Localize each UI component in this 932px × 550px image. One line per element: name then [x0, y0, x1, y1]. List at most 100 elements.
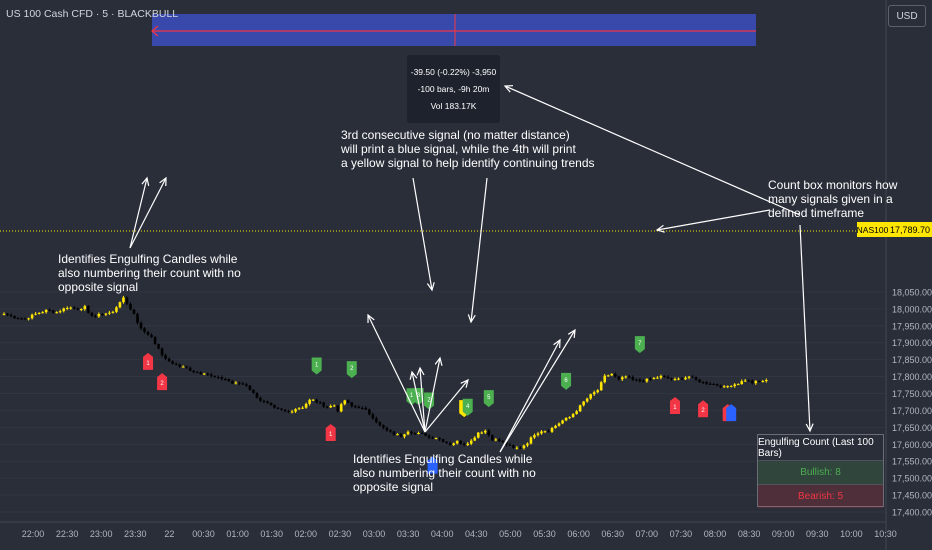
bull-candle — [620, 377, 624, 380]
bull-candle — [645, 378, 649, 382]
measure-tooltip: -39.50 (-0.22%) -3,950 -100 bars, -9h 20… — [407, 55, 500, 123]
bear-candle — [94, 316, 97, 318]
bear-candle — [631, 377, 635, 380]
arrowhead-icon — [434, 356, 443, 366]
price-tick-label: 17,750.00 — [892, 389, 932, 399]
bear-candle — [185, 366, 188, 368]
annotation-line: many signals given in a — [768, 192, 893, 206]
signal-count-label: 5 — [487, 395, 491, 401]
bull-candle — [533, 435, 536, 438]
bull-candle — [743, 380, 747, 382]
bear-candle — [445, 441, 448, 443]
bear-candle — [389, 430, 392, 432]
bull-candle — [729, 386, 733, 388]
signals: 121121234567123 — [143, 336, 737, 474]
arrowhead-icon — [567, 328, 576, 339]
currency-button[interactable]: USD — [888, 5, 926, 27]
bear-candle — [6, 313, 9, 316]
time-tick-label: 01:00 — [226, 529, 249, 539]
bull-candle — [550, 427, 554, 432]
bear-candle — [378, 422, 382, 426]
bear-candle — [220, 377, 224, 380]
bull-candle — [97, 314, 101, 317]
time-tick-label: 01:30 — [260, 529, 283, 539]
price-tick-label: 17,950.00 — [892, 321, 932, 331]
bull-candle — [329, 405, 333, 408]
bull-candle — [417, 432, 420, 434]
bull-candle — [311, 399, 315, 401]
annotation-arrows — [129, 85, 814, 453]
time-tick-label: 07:30 — [670, 529, 693, 539]
price-tick-label: 17,600.00 — [892, 440, 932, 450]
bear-candle — [420, 432, 424, 434]
price-axis[interactable] — [886, 0, 932, 550]
annotation-top-left: Identifies Engulfing Candles while also … — [58, 252, 241, 294]
bear-candle — [318, 402, 322, 404]
price-tick-label: 17,850.00 — [892, 355, 932, 365]
bull-candle — [301, 407, 304, 409]
bear-candle — [431, 437, 434, 439]
bull-candle — [733, 384, 737, 387]
bear-candle — [76, 308, 80, 310]
time-tick-label: 05:30 — [533, 529, 556, 539]
bull-candle — [603, 375, 607, 383]
time-tick-label: 08:00 — [704, 529, 727, 539]
measure-bars: -100 bars, -9h 20m — [417, 84, 490, 94]
time-tick-label: 09:30 — [806, 529, 829, 539]
bull-candle — [765, 380, 768, 382]
time-tick-label: 06:30 — [601, 529, 624, 539]
bull-candle — [659, 375, 663, 378]
bull-candle — [684, 377, 687, 380]
bear-candle — [245, 384, 248, 386]
bear-candle — [72, 307, 76, 309]
bear-candle — [701, 382, 705, 384]
bull-candle — [297, 408, 301, 410]
time-tick-label: 02:30 — [329, 529, 352, 539]
annotation-arrow — [504, 85, 801, 216]
bull-candle — [469, 440, 473, 444]
bear-candle — [51, 310, 55, 313]
bear-candle — [501, 441, 505, 443]
bear-candle — [413, 433, 417, 435]
time-tick-label: 02:00 — [295, 529, 318, 539]
signal-count-label: 1 — [315, 363, 319, 369]
bear-candle — [747, 380, 751, 382]
annotation-right: Count box monitors how many signals give… — [768, 178, 897, 220]
signal-count-label: 1 — [410, 393, 414, 399]
bull-candle — [396, 434, 399, 436]
bear-candle — [505, 442, 508, 445]
bear-candle — [87, 306, 90, 313]
bear-candle — [368, 409, 371, 415]
annotation-bottom: Identifies Engulfing Candles while also … — [353, 452, 536, 494]
bear-candle — [399, 434, 403, 437]
price-axis-ticks: 17,400.00 17,450.00 17,500.00 17,550.00 17,6… — [892, 287, 932, 517]
bull-candle — [480, 432, 484, 434]
bull-candle — [529, 437, 533, 444]
bear-candle — [613, 373, 617, 377]
count-bearish: Bearish: 5 — [758, 485, 883, 508]
bear-candle — [143, 328, 146, 332]
signal-count-label: 3 — [417, 393, 421, 399]
bear-candle — [238, 382, 241, 384]
bullish-signal — [483, 390, 494, 408]
bear-candle — [715, 384, 719, 386]
arrowhead-icon — [460, 378, 469, 388]
bear-candle — [150, 334, 153, 337]
bear-candle — [178, 364, 181, 367]
bear-candle — [213, 376, 217, 378]
measure-range-box[interactable] — [152, 14, 756, 46]
candles[interactable] — [2, 295, 768, 450]
bull-candle — [652, 377, 656, 379]
bear-candle — [199, 372, 203, 375]
bull-candle — [406, 431, 410, 435]
annotation-arrow — [499, 339, 561, 453]
bear-candle — [266, 401, 269, 403]
bear-candle — [392, 431, 396, 435]
annotation-arrow — [129, 177, 167, 249]
bull-candle — [554, 425, 557, 428]
bull-candle — [754, 381, 758, 384]
time-tick-label: 10:00 — [840, 529, 863, 539]
bull-candle — [30, 314, 34, 319]
bear-candle — [276, 407, 280, 409]
